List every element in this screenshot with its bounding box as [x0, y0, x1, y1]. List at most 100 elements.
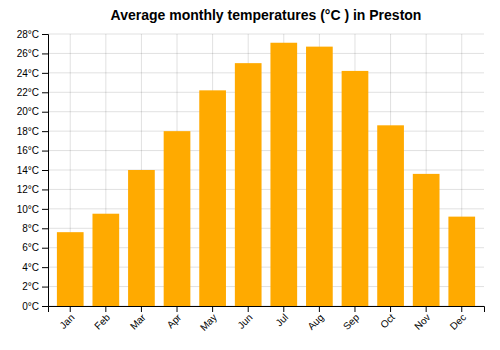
y-tick-label: 28°C: [17, 29, 39, 40]
y-tick: 0°C: [22, 301, 48, 312]
y-tick-mark: [42, 53, 48, 54]
bar: [413, 174, 440, 306]
y-tick-mark: [42, 170, 48, 171]
x-tick-mark: [70, 306, 71, 312]
x-tick-label: Sep: [341, 311, 362, 332]
x-tick: Feb: [92, 306, 112, 332]
x-tick-label: Mar: [128, 311, 148, 331]
bar: [448, 217, 475, 306]
chart-title: Average monthly temperatures (°C ) in Pr…: [111, 7, 422, 23]
y-tick-mark: [42, 189, 48, 190]
grid-line-y: [48, 34, 484, 35]
x-tick: Sep: [341, 306, 362, 332]
y-tick: 22°C: [17, 87, 48, 98]
y-tick: 20°C: [17, 106, 48, 117]
bars: [57, 43, 475, 306]
bar: [57, 232, 84, 306]
x-tick-label: Jan: [57, 312, 76, 331]
plot: 0°C 2°C 4°C 6°C 8°C 10°C 12°C 14°C 16°C 18°C 20°C 2…: [17, 29, 485, 333]
y-tick-mark: [42, 73, 48, 74]
y-tick: 16°C: [17, 145, 48, 156]
x-tick: Jul: [273, 306, 290, 328]
y-axis: 0°C 2°C 4°C 6°C 8°C 10°C 12°C 14°C 16°C 18°C 20°C 2…: [17, 29, 49, 312]
chart: 0°C 2°C 4°C 6°C 8°C 10°C 12°C 14°C 16°C 18°C 20°C 2…: [0, 0, 500, 350]
y-tick: 24°C: [17, 68, 48, 79]
y-axis-line: [42, 35, 49, 307]
grid-line-y: [48, 53, 484, 54]
x-tick-mark: [212, 306, 213, 312]
bar: [235, 63, 262, 306]
grid-line-y: [48, 150, 484, 151]
grid-line-y: [48, 72, 484, 73]
x-tick: Jun: [235, 306, 254, 331]
y-tick-label: 20°C: [17, 106, 39, 117]
x-tick-label: Aug: [305, 312, 325, 332]
y-tick: 6°C: [22, 242, 48, 253]
x-tick-label: Jul: [273, 312, 290, 329]
y-tick: 2°C: [22, 281, 48, 292]
x-tick-mark: [141, 306, 142, 312]
y-tick: 8°C: [22, 223, 48, 234]
bar: [164, 131, 191, 306]
y-tick-mark: [42, 92, 48, 93]
x-axis: Jan Feb Mar Apr May Jun Jul Aug Sep Oct Nov Dec: [49, 306, 485, 333]
grid-line-y: [48, 92, 484, 93]
x-tick: Mar: [128, 306, 148, 332]
bar: [92, 214, 119, 306]
x-tick: Jan: [57, 306, 76, 331]
x-tick-mark: [283, 306, 284, 312]
y-tick-mark: [42, 228, 48, 229]
x-tick-label: Oct: [378, 312, 397, 331]
y-tick-label: 0°C: [22, 301, 39, 312]
y-tick-label: 26°C: [17, 48, 39, 59]
x-tick-label: May: [198, 312, 219, 333]
y-tick: 12°C: [17, 184, 48, 195]
y-tick-label: 12°C: [17, 184, 39, 195]
y-tick-mark: [42, 287, 48, 288]
y-tick-mark: [42, 151, 48, 152]
x-axis-line: [49, 307, 485, 313]
x-tick-mark: [319, 306, 320, 312]
y-tick-mark: [42, 34, 48, 35]
x-tick-label: Nov: [412, 312, 432, 332]
bar: [199, 90, 226, 306]
x-tick: Apr: [165, 306, 184, 330]
y-tick-label: 4°C: [22, 262, 39, 273]
x-tick: May: [198, 306, 219, 333]
y-tick-label: 24°C: [17, 68, 39, 79]
x-tick: Aug: [305, 306, 325, 332]
x-tick-mark: [461, 306, 462, 312]
y-tick-label: 6°C: [22, 242, 39, 253]
y-tick-label: 22°C: [17, 87, 39, 98]
bar: [128, 170, 155, 306]
y-tick: 26°C: [17, 48, 48, 59]
y-tick-mark: [42, 209, 48, 210]
y-tick-label: 16°C: [17, 145, 39, 156]
x-tick-mark: [354, 306, 355, 312]
y-tick: 14°C: [17, 165, 48, 176]
y-tick-label: 10°C: [17, 204, 39, 215]
grid-line-y: [48, 131, 484, 132]
x-tick-mark: [390, 306, 391, 312]
y-tick-mark: [42, 112, 48, 113]
bar: [270, 43, 297, 306]
grid-line-y: [48, 111, 484, 112]
y-tick-mark: [42, 267, 48, 268]
y-tick-label: 14°C: [17, 165, 39, 176]
x-tick-label: Jun: [235, 312, 254, 331]
grid-line-y: [48, 170, 484, 171]
x-tick: Nov: [412, 306, 432, 332]
y-tick: 4°C: [22, 262, 48, 273]
grid: [48, 34, 484, 306]
x-tick-mark: [105, 306, 106, 312]
x-tick: Oct: [378, 306, 397, 330]
y-tick: 18°C: [17, 126, 48, 137]
x-tick-mark: [248, 306, 249, 312]
bar: [306, 47, 333, 306]
y-tick-label: 2°C: [22, 281, 39, 292]
y-tick: 10°C: [17, 204, 48, 215]
y-tick-mark: [42, 131, 48, 132]
x-tick-label: Dec: [448, 312, 468, 332]
y-tick: 28°C: [17, 29, 48, 40]
x-tick-label: Apr: [165, 311, 184, 330]
